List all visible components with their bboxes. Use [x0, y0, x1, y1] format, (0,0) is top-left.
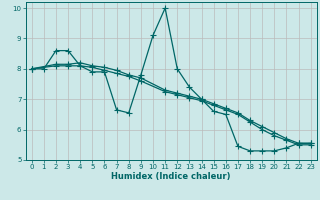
X-axis label: Humidex (Indice chaleur): Humidex (Indice chaleur) — [111, 172, 231, 181]
